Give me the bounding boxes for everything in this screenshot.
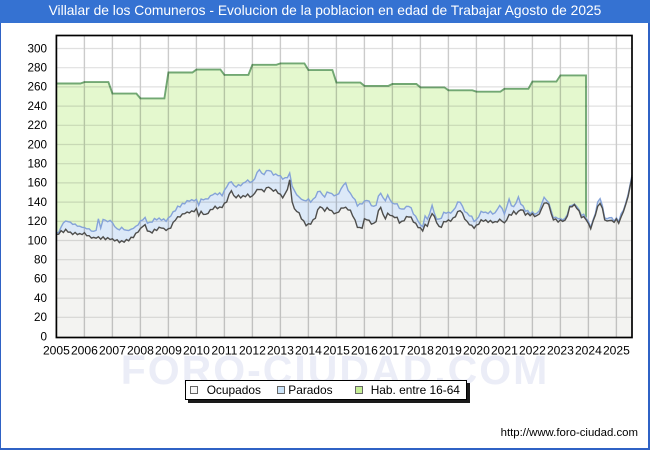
svg-text:220: 220 [27,119,47,132]
svg-text:2012: 2012 [239,344,266,358]
svg-text:0: 0 [40,330,47,343]
svg-text:2011: 2011 [211,344,237,358]
svg-text:280: 280 [27,62,47,75]
svg-text:2009: 2009 [155,344,182,358]
svg-text:2025: 2025 [603,344,630,358]
svg-text:120: 120 [27,215,47,228]
svg-text:2014: 2014 [295,344,322,358]
svg-text:20: 20 [34,311,48,324]
svg-text:2005: 2005 [43,344,70,358]
svg-text:2013: 2013 [267,344,294,358]
svg-text:260: 260 [27,81,47,94]
svg-text:80: 80 [34,254,48,267]
svg-text:140: 140 [27,196,47,209]
svg-text:2008: 2008 [127,344,154,358]
svg-text:180: 180 [27,158,47,171]
svg-text:2016: 2016 [351,344,378,358]
svg-text:2015: 2015 [323,344,350,358]
svg-text:2022: 2022 [519,344,546,358]
svg-text:240: 240 [27,100,47,113]
svg-text:2021: 2021 [491,344,518,358]
svg-text:2006: 2006 [71,344,98,358]
svg-text:2007: 2007 [99,344,126,358]
svg-text:160: 160 [27,177,47,190]
svg-text:300: 300 [27,42,47,55]
svg-text:200: 200 [27,138,47,151]
svg-text:100: 100 [27,234,47,247]
svg-text:40: 40 [34,292,48,305]
svg-text:2018: 2018 [407,344,434,358]
svg-text:2019: 2019 [435,344,462,358]
svg-text:2010: 2010 [183,344,210,358]
svg-text:2020: 2020 [463,344,490,358]
svg-text:2024: 2024 [575,344,602,358]
svg-text:2017: 2017 [379,344,406,358]
svg-text:2023: 2023 [547,344,574,358]
svg-text:60: 60 [34,273,48,286]
